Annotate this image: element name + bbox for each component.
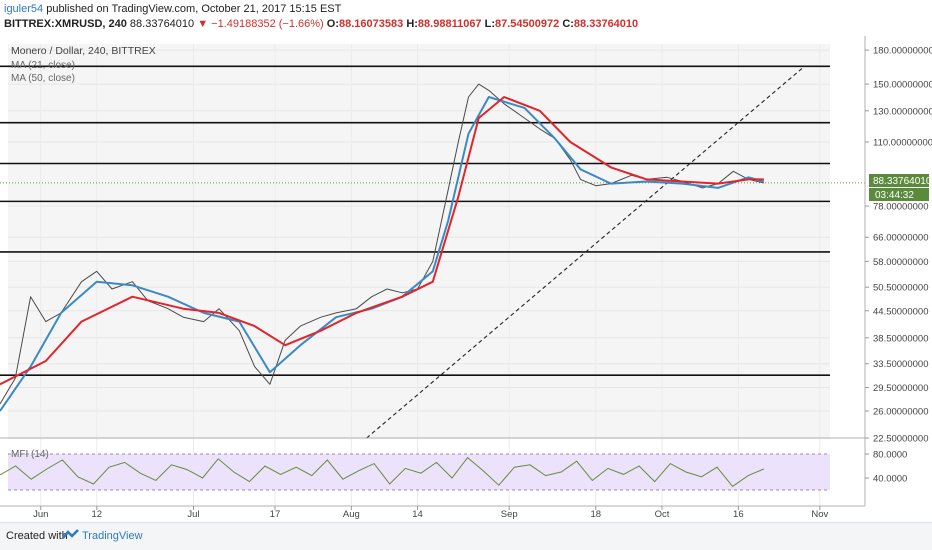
time-tick-label: 16 <box>733 509 744 520</box>
author-link[interactable]: iguler54 <box>4 3 44 15</box>
low-value: 87.54500972 <box>495 18 560 30</box>
symbol: BITTREX:XMRUSD, 240 <box>4 18 127 30</box>
price-tick-label: 130.00000000 <box>873 106 932 117</box>
high-value: 88.98811067 <box>417 18 482 30</box>
high-label: H: <box>406 18 418 30</box>
ma21-line[interactable] <box>0 96 765 412</box>
price-tick-label: 110.00000000 <box>873 137 932 148</box>
price-tick-label: 38.50000000 <box>873 333 928 344</box>
time-tick-label: 18 <box>590 509 601 520</box>
symbol-line: BITTREX:XMRUSD, 240 88.33764010 ▼ −1.491… <box>4 18 638 30</box>
mfi-tick-label: 40.0000 <box>873 474 907 485</box>
time-tick-label: Jul <box>187 509 199 520</box>
time-tick-label: Aug <box>343 509 360 520</box>
series-group <box>0 83 765 412</box>
last-price-marker <box>869 174 929 187</box>
time-tick-label: Oct <box>655 509 670 520</box>
created-with-text: Created with <box>6 530 68 542</box>
footer-bar: Created with TradingView <box>0 522 932 550</box>
countdown-marker <box>869 188 929 201</box>
mfi-line[interactable] <box>0 456 764 488</box>
price-tick-label: 29.50000000 <box>873 383 928 394</box>
price-tick-label: 78.00000000 <box>873 202 928 213</box>
price-tick-label: 180.00000000 <box>873 46 932 57</box>
last-price-label: 88.33764010 <box>873 176 932 187</box>
price-tick-label: 58.00000000 <box>873 257 928 268</box>
price-tick-label: 150.00000000 <box>873 80 932 91</box>
mfi-tick-label: 80.0000 <box>873 450 907 461</box>
tradingview-brand[interactable]: TradingView <box>82 530 143 542</box>
price-tick-label: 26.00000000 <box>873 407 928 418</box>
tradingview-logo-icon[interactable] <box>62 528 80 542</box>
price-axis-markers: 88.33764010 03:44:32 <box>869 174 932 201</box>
low-label: L: <box>484 18 496 30</box>
down-arrow-icon: ▼ <box>197 18 209 30</box>
mfi-label: MFI (14) <box>11 449 49 460</box>
change-value: −1.49188352 (−1.66%) <box>211 18 324 30</box>
time-tick-label: 12 <box>91 509 102 520</box>
time-tick-label: 17 <box>270 509 281 520</box>
price-tick-label: 33.50000000 <box>873 359 928 370</box>
grid <box>8 44 830 506</box>
time-tick-label: Sep <box>501 509 518 520</box>
ma50-line[interactable] <box>0 96 764 386</box>
legend-title: Monero / Dollar, 240, BITTREX <box>11 45 156 57</box>
time-axis[interactable]: Jun 12 Jul 17 Aug 14 Sep 18 Oct 16 Nov <box>33 506 829 520</box>
price-axis[interactable]: 180.00000000 150.00000000 130.00000000 110.… <box>865 46 932 445</box>
close-value: 88.33764010 <box>573 18 639 30</box>
price-tick-label: 44.50000000 <box>873 306 928 317</box>
last-value: 88.33764010 <box>129 18 195 30</box>
published-text: published on TradingView.com, October 21… <box>46 3 342 15</box>
legend-ma50[interactable]: MA (50, close) <box>11 73 75 84</box>
price-tick-label: 50.50000000 <box>873 283 928 294</box>
time-tick-label: 14 <box>412 509 423 520</box>
chart-canvas[interactable]: 180.00000000 150.00000000 130.00000000 110.… <box>0 36 932 522</box>
countdown-label: 03:44:32 <box>875 190 914 201</box>
time-tick-label: Nov <box>811 509 828 520</box>
price-tick-label: 66.00000000 <box>873 233 928 244</box>
time-tick-label: Jun <box>33 509 48 520</box>
mfi-pane[interactable]: MFI (14) 80.0000 40.0000 <box>0 449 907 491</box>
mfi-band <box>8 454 830 490</box>
chart-legend: Monero / Dollar, 240, BITTREX MA (21, cl… <box>11 45 156 84</box>
open-value: 88.16073583 <box>339 18 404 30</box>
close-label: C: <box>562 18 574 30</box>
open-label: O: <box>326 18 340 30</box>
price-pane[interactable] <box>8 44 830 439</box>
price-tick-label: 22.50000000 <box>873 434 928 445</box>
trendline-group <box>366 65 805 439</box>
legend-ma21[interactable]: MA (21, close) <box>11 60 75 71</box>
trendline[interactable] <box>366 65 805 439</box>
publish-line: iguler54 published on TradingView.com, O… <box>4 3 341 15</box>
